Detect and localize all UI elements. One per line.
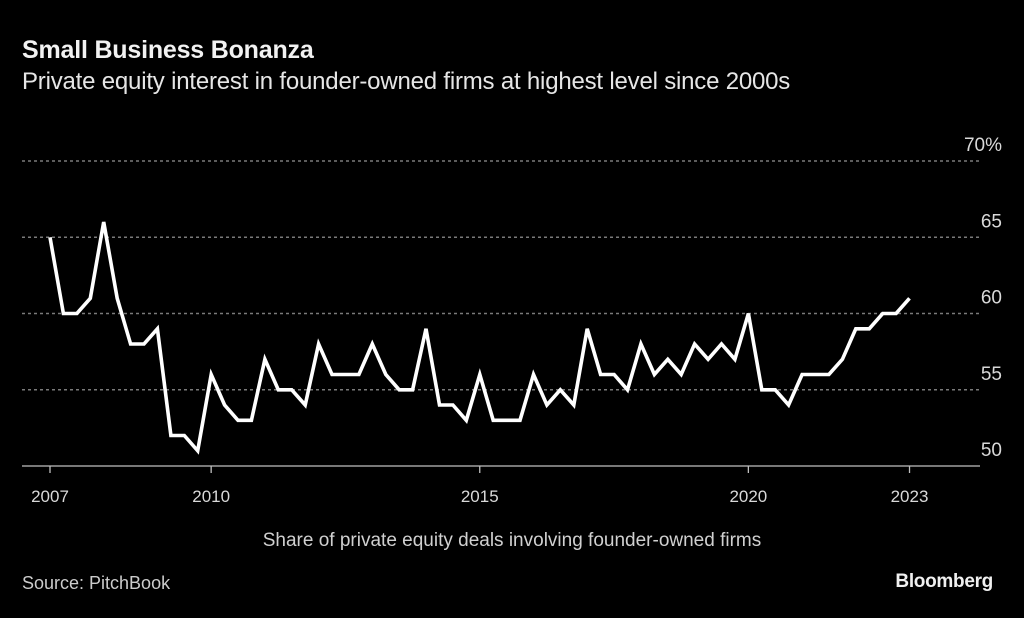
x-axis-labels: 2007 2010 2015 2020 2023 [31,487,928,506]
source-note: Source: PitchBook [22,573,171,593]
x-axis [22,465,980,473]
chart-subtitle: Private equity interest in founder-owned… [22,68,791,95]
x-tick-label: 2010 [192,487,230,506]
x-tick-label: 2015 [461,487,499,506]
x-tick-label: 2020 [729,487,767,506]
series [48,221,911,455]
y-tick-label: 55 [981,364,1002,385]
y-tick-label: 65 [981,211,1002,232]
series-line [48,221,911,455]
chart-title: Small Business Bonanza [22,36,314,64]
y-axis-labels: 70% 65 60 55 50 [964,135,1002,461]
y-tick-label: 70% [964,135,1002,156]
x-axis-title: Share of private equity deals involving … [262,530,762,551]
gridlines [22,160,980,391]
bloomberg-logo: Bloomberg [895,571,993,592]
x-tick-label: 2007 [31,487,69,506]
y-tick-label: 50 [981,440,1002,461]
y-tick-label: 60 [981,288,1002,309]
x-tick-label: 2023 [891,487,929,506]
